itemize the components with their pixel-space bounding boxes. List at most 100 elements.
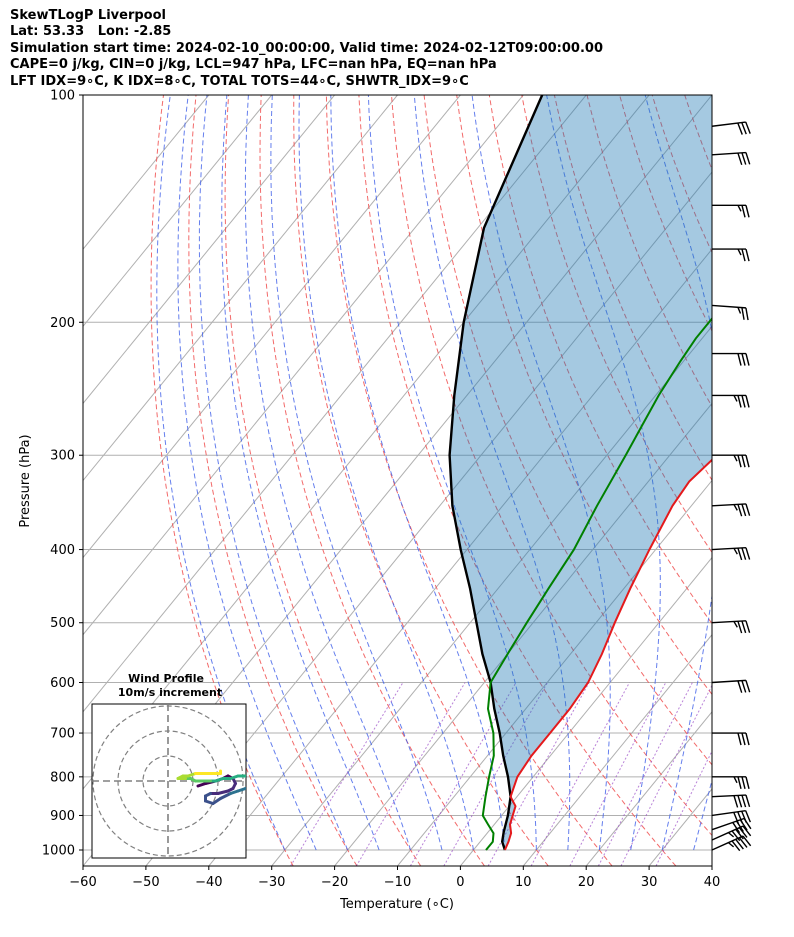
isotherm-gridline	[711, 865, 712, 866]
hodograph-area	[92, 704, 246, 858]
dry-adiabat	[717, 95, 794, 866]
wind-barb-feather	[745, 353, 750, 366]
wind-barb-feather	[745, 732, 750, 746]
wind-barb-feather	[731, 830, 741, 842]
wind-barb-feather	[741, 680, 747, 693]
wind-barb-feather	[745, 680, 751, 693]
wind-barb-feather	[741, 732, 746, 746]
wind-barb-feather	[741, 620, 747, 634]
mixing-ratio-line	[620, 684, 712, 866]
wind-barb-feather	[735, 838, 744, 850]
hodograph-segment	[219, 792, 232, 800]
wind-barb	[711, 825, 752, 842]
indices-line-1: CAPE=0 j/kg, CIN=0 j/kg, LCL=947 hPa, LF…	[10, 57, 497, 73]
wind-barb-feather	[727, 842, 735, 848]
wind-barb-feather	[737, 732, 742, 746]
dry-adiabat	[259, 95, 485, 866]
wind-barb-feather	[741, 503, 747, 517]
dry-adiabat	[188, 95, 358, 866]
time-line: Simulation start time: 2024-02-10_00:00:…	[10, 40, 603, 56]
y-tick-label: 100	[50, 89, 75, 104]
dry-adiabat	[224, 95, 422, 866]
mixing-ratio-line	[597, 682, 693, 866]
y-tick-label: 300	[50, 449, 75, 464]
mixing-ratio-line	[569, 682, 667, 866]
wind-barb-feather	[737, 353, 742, 366]
isotherm-gridline	[460, 556, 712, 866]
mixing-ratio-line	[290, 682, 404, 866]
isotherm-gridline	[208, 248, 712, 866]
dry-adiabat	[521, 95, 712, 554]
wind-barb-feather	[735, 828, 744, 840]
wind-barb-feather	[741, 248, 746, 262]
y-tick-label: 400	[50, 543, 75, 558]
wind-barb-feather	[737, 504, 743, 517]
wind-barb-feather	[745, 620, 751, 633]
hodograph-segment	[211, 797, 222, 805]
chart-title: SkewTLogP Liverpool	[10, 8, 166, 23]
isotherm-gridline	[145, 171, 712, 866]
wind-barb-feather	[745, 503, 751, 516]
y-tick-label: 500	[50, 616, 75, 631]
moist-adiabat	[177, 95, 317, 851]
y-tick-label: 1000	[42, 844, 75, 859]
wind-barb-staff	[711, 151, 746, 156]
dry-adiabat	[391, 95, 712, 837]
wind-barb-feather	[741, 395, 746, 408]
isotherm-gridline	[522, 633, 712, 866]
wind-barb-feather	[738, 837, 748, 848]
wind-barb-staff	[711, 620, 746, 624]
wind-barb-feather	[741, 152, 747, 165]
moist-adiabat	[270, 95, 443, 851]
wind-barb-feather	[741, 547, 747, 560]
wind-barb-feather	[733, 504, 738, 511]
isotherm-gridline	[83, 95, 461, 559]
isotherm-gridline	[334, 402, 712, 866]
wind-barb	[711, 794, 751, 808]
wind-barb-feather	[732, 822, 741, 834]
wind-barb	[712, 732, 750, 746]
wind-barb-feather	[733, 547, 738, 555]
wind-barb-feather	[733, 795, 739, 808]
wind-barb-feather	[745, 455, 750, 468]
wind-barb-feather	[741, 776, 746, 790]
wind-barb-feather	[741, 122, 747, 135]
mixing-ratio-line	[530, 682, 630, 866]
wind-barb	[712, 204, 750, 218]
wind-barb-staff	[711, 304, 746, 309]
wind-barb	[711, 809, 751, 825]
wind-barb-feather	[745, 152, 751, 165]
wind-barb-staff	[711, 794, 746, 798]
isotherm-gridline	[83, 95, 587, 713]
wind-barb-feather	[733, 812, 740, 825]
wind-barb-feather	[745, 547, 751, 560]
y-tick-label: 200	[50, 316, 75, 331]
wind-barb	[711, 835, 752, 852]
wind-barb	[712, 352, 750, 366]
x-tick-label: −30	[258, 875, 285, 890]
y-tick-label: 700	[50, 727, 75, 742]
wind-barb-staff	[711, 809, 746, 817]
wind-barb-feather	[745, 794, 751, 808]
wind-barb-feather	[745, 121, 751, 134]
wind-barb-feather	[737, 795, 743, 808]
wind-barb	[712, 394, 750, 408]
temperature-profile-line	[503, 458, 712, 851]
wind-barb	[711, 546, 751, 561]
wind-barb-feather	[745, 248, 750, 262]
x-tick-label: 20	[578, 875, 595, 890]
dry-adiabat	[783, 95, 794, 866]
moist-adiabat	[198, 95, 349, 851]
y-tick-label: 600	[50, 676, 75, 691]
wind-barb-staff	[711, 546, 746, 551]
cin-shading	[449, 95, 712, 850]
isotherm-gridline	[83, 95, 398, 482]
wind-barb-feather	[731, 840, 741, 852]
moist-adiabat	[221, 95, 380, 851]
wind-barb	[711, 121, 751, 135]
dewpoint-profile-line	[481, 317, 712, 851]
wind-barb-feather	[737, 307, 742, 314]
wind-barb	[711, 620, 751, 634]
wind-barb	[712, 454, 750, 468]
x-tick-label: −10	[384, 875, 411, 890]
